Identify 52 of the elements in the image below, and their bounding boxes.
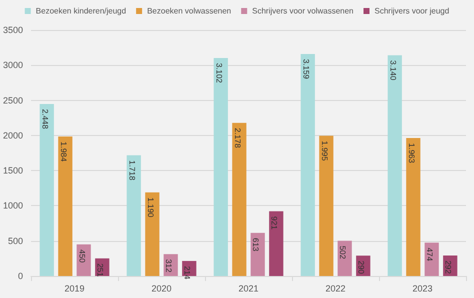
data-label: 450 — [77, 249, 86, 264]
bar — [76, 244, 91, 276]
data-label: 292 — [444, 260, 453, 274]
y-tick-label: 1000 — [2, 200, 24, 211]
data-label: 474 — [425, 248, 434, 262]
x-tick-label: 2021 — [238, 284, 259, 294]
x-tick-label: 2020 — [152, 284, 172, 294]
data-label: 312 — [164, 259, 174, 273]
x-tick-label: 2022 — [325, 284, 346, 294]
bar — [338, 240, 352, 276]
legend-label: Schrijvers voor jeugd — [374, 6, 450, 16]
y-tick-label: 3500 — [2, 25, 24, 35]
bar — [58, 136, 72, 276]
bar — [269, 211, 284, 276]
x-tick-label: 2023 — [412, 284, 433, 294]
y-tick-label: 500 — [8, 236, 24, 246]
data-label: 214 — [182, 266, 192, 280]
x-tick-label: 2019 — [64, 284, 85, 294]
bar — [319, 136, 334, 276]
y-tick-label: 3000 — [2, 60, 24, 70]
y-tick-label: 2000 — [2, 130, 24, 140]
bar — [145, 192, 160, 276]
data-label: 1.190 — [146, 197, 155, 218]
bar — [214, 58, 228, 276]
data-label: 921 — [270, 216, 279, 230]
data-label: 1.995 — [320, 140, 329, 162]
data-label: 613 — [251, 238, 260, 252]
data-label: 3.140 — [388, 60, 398, 81]
data-label: 2.178 — [232, 128, 242, 148]
y-tick-label: 0 — [18, 271, 24, 281]
y-tick-label: 2500 — [2, 95, 24, 106]
bar — [40, 104, 54, 276]
legend-label: Bezoeken volwassenen — [147, 6, 232, 16]
data-label: 251 — [96, 263, 105, 278]
data-label: 502 — [338, 246, 348, 260]
bar — [300, 54, 315, 276]
data-label: 1.984 — [58, 142, 68, 162]
bar — [250, 232, 265, 276]
bar — [406, 138, 420, 276]
y-tick-label: 1500 — [2, 166, 24, 176]
data-label: 1.963 — [406, 143, 416, 164]
data-label: 3.159 — [301, 58, 310, 80]
bar — [126, 155, 141, 276]
legend-label: Bezoeken kinderen/jeugd — [36, 6, 126, 16]
data-label: 1.718 — [127, 160, 136, 181]
legend-label: Schrijvers voor volwassenen — [252, 6, 354, 16]
data-label: 3.102 — [214, 62, 224, 84]
bar — [388, 55, 402, 276]
bar — [424, 242, 439, 276]
data-label: 290 — [356, 260, 366, 275]
bar — [232, 122, 246, 276]
data-label: 2.448 — [40, 108, 50, 130]
